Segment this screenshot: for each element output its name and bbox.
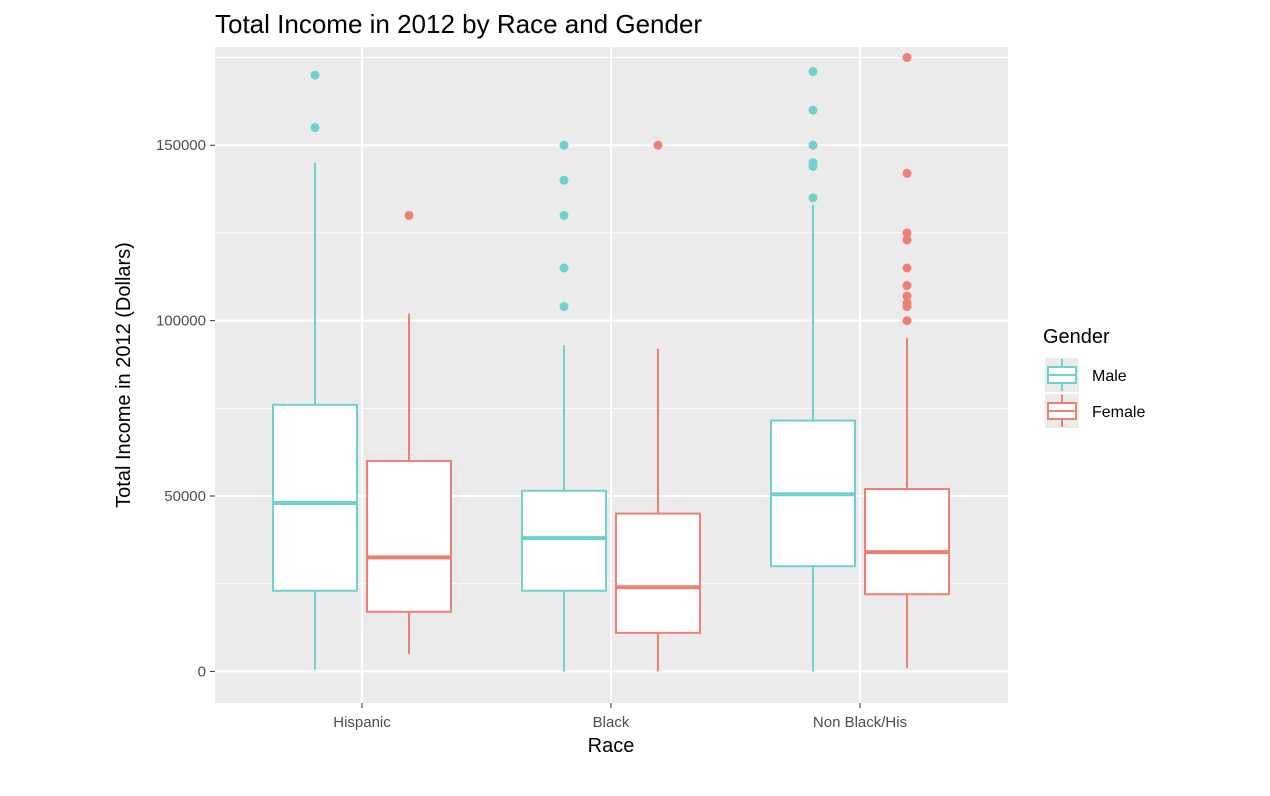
outlier-point <box>902 281 912 291</box>
legend-item: Female <box>1045 394 1145 428</box>
outlier-point <box>559 210 569 220</box>
outlier-point <box>404 210 414 220</box>
box-iqr <box>864 488 950 596</box>
y-tick-label: 100000 <box>156 313 206 330</box>
axis-layer: 0 50000 100000 150000 Hispanic Black Non Black… <box>156 137 907 731</box>
x-tick-label: Non Black/His <box>813 714 907 731</box>
legend-item: Male <box>1045 358 1127 392</box>
outlier-point <box>559 263 569 273</box>
legend-label: Female <box>1092 404 1145 421</box>
box-group <box>864 53 950 668</box>
outlier-point <box>559 302 569 312</box>
outlier-point <box>902 316 912 326</box>
outlier-point <box>902 291 912 301</box>
box-iqr <box>615 512 701 634</box>
box-group <box>770 67 856 672</box>
box-iqr <box>366 459 452 613</box>
y-axis-title: Total Income in 2012 (Dollars) <box>113 242 135 508</box>
grid-layer <box>215 47 1008 703</box>
y-tick-label: 150000 <box>156 137 206 154</box>
legend: Gender Male Female <box>1043 326 1145 428</box>
x-tick-label: Black <box>593 714 630 731</box>
legend-title: Gender <box>1043 326 1110 348</box>
x-tick-label: Hispanic <box>333 714 391 731</box>
legend-label: Male <box>1092 368 1127 385</box>
outlier-point <box>559 140 569 150</box>
outlier-point <box>902 263 912 273</box>
box-group <box>366 210 452 654</box>
chart-title: Total Income in 2012 by Race and Gender <box>215 9 702 39</box>
outlier-point <box>559 175 569 185</box>
legend-items: Male Female <box>1045 358 1145 428</box>
x-axis-title: Race <box>588 735 635 757</box>
outlier-point <box>808 105 818 115</box>
outlier-point <box>902 168 912 178</box>
y-tick-label: 0 <box>198 663 206 680</box>
outlier-point <box>902 298 912 308</box>
box-group <box>521 140 607 672</box>
outlier-point <box>808 158 818 168</box>
outlier-point <box>902 53 912 63</box>
box-group <box>272 70 358 670</box>
box-iqr <box>521 489 607 592</box>
box-iqr <box>272 403 358 592</box>
outlier-point <box>310 70 320 80</box>
y-tick-label: 50000 <box>164 488 206 505</box>
outlier-point <box>902 235 912 245</box>
outlier-point <box>808 193 818 203</box>
outlier-point <box>310 123 320 133</box>
outlier-point <box>808 140 818 150</box>
outlier-point <box>653 140 663 150</box>
marks-layer <box>272 53 950 672</box>
outlier-point <box>902 228 912 238</box>
box-group <box>615 140 701 672</box>
outlier-point <box>808 67 818 77</box>
